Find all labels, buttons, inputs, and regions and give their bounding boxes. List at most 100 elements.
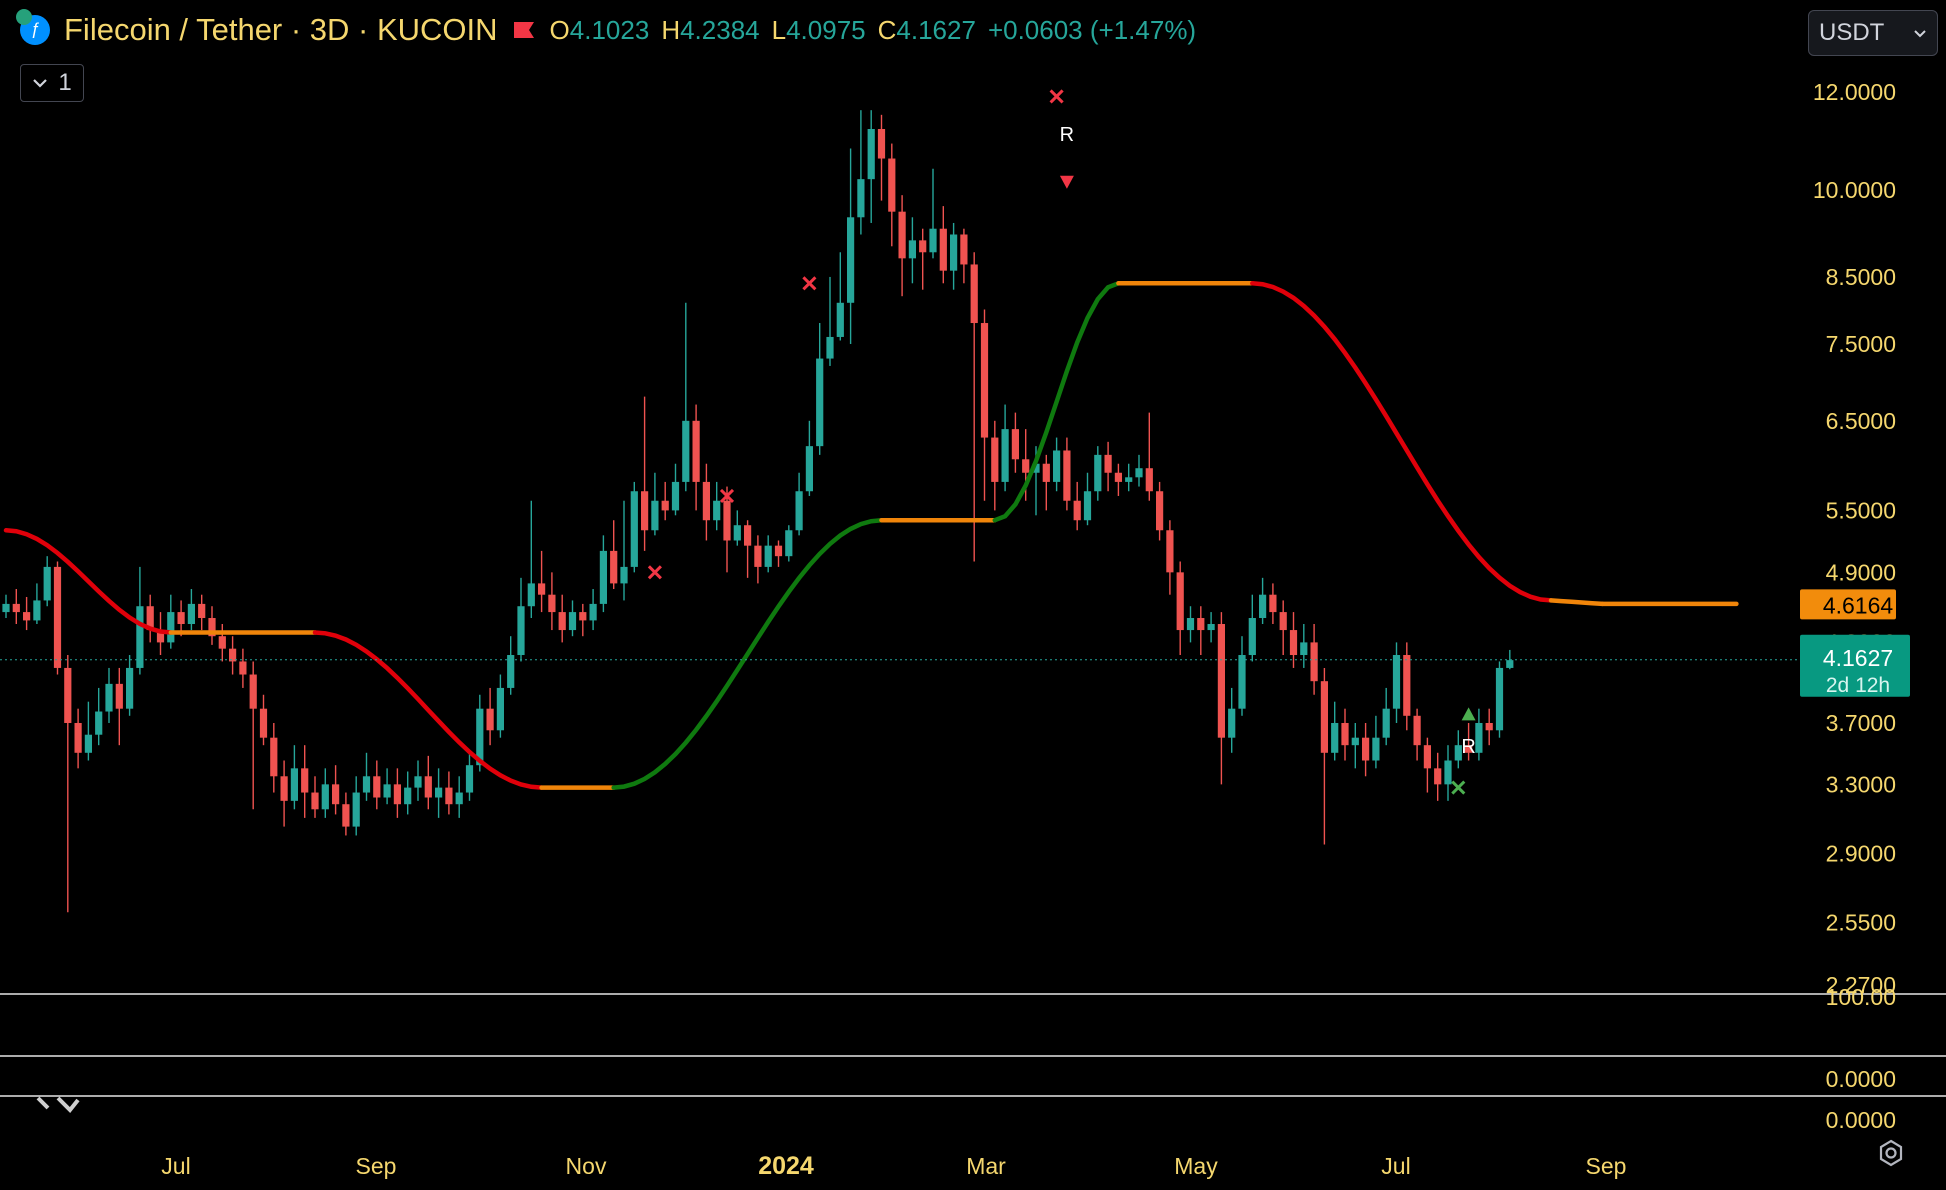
candle	[826, 276, 834, 366]
candle-body	[187, 603, 195, 625]
candle-body	[929, 228, 937, 253]
candle	[610, 520, 618, 590]
candle-body	[1434, 768, 1442, 785]
symbol-title[interactable]: Filecoin / Tether · 3D · KUCOIN	[64, 12, 498, 47]
time-tick-label: Sep	[1586, 1153, 1627, 1179]
chevron-down-icon	[1914, 29, 1926, 37]
filecoin-logo-icon: ƒ	[16, 9, 50, 45]
candle-body	[1228, 708, 1236, 738]
cross-mark	[802, 276, 817, 291]
candle-body	[95, 711, 103, 735]
candle	[53, 561, 62, 675]
candle-body	[671, 481, 680, 511]
candle-body	[1022, 459, 1030, 473]
candle-body	[156, 630, 165, 643]
candle-body	[208, 618, 216, 637]
trend-line-segment	[992, 281, 1121, 523]
price-tick-label: 3.3000	[1826, 771, 1896, 797]
candle-body	[620, 566, 628, 584]
candle-body	[1444, 760, 1452, 785]
candle-body	[651, 500, 659, 531]
cross-marker	[1451, 780, 1466, 795]
candle-body	[259, 708, 268, 738]
candle	[1156, 481, 1164, 541]
indicators-collapse-button[interactable]: 1	[20, 64, 84, 102]
candle	[1392, 642, 1401, 723]
candle-body	[414, 776, 422, 788]
candle	[723, 486, 731, 573]
candle	[939, 206, 947, 284]
candle	[1475, 708, 1483, 761]
candle-body	[816, 358, 824, 447]
candle	[1362, 722, 1370, 777]
candle-body	[888, 158, 896, 212]
candle	[1145, 412, 1153, 501]
candle-body	[249, 674, 257, 709]
candle-body	[218, 636, 226, 649]
candle	[404, 771, 412, 815]
candle	[888, 143, 896, 247]
time-tick-label: May	[1174, 1153, 1218, 1179]
candle	[496, 674, 504, 738]
candle	[692, 404, 700, 511]
cross-mark	[647, 565, 662, 580]
candle	[229, 636, 237, 675]
candle	[599, 535, 607, 613]
last-price-badge	[1800, 634, 1910, 697]
candle-body	[754, 545, 762, 567]
candle-body	[1053, 450, 1061, 482]
candle-body	[270, 737, 278, 777]
candle-body	[908, 240, 916, 259]
candle	[1053, 437, 1061, 492]
candle-body	[507, 655, 515, 688]
candle-body	[177, 612, 185, 625]
candle-body	[1011, 429, 1019, 460]
candle	[1331, 701, 1339, 761]
candle-body	[1382, 708, 1390, 738]
candle	[1382, 687, 1390, 746]
candle	[311, 776, 319, 818]
candle-body	[641, 491, 649, 531]
trend-line-segment	[611, 517, 884, 790]
price-tick-label: 2.5500	[1826, 910, 1896, 936]
candle	[342, 792, 350, 836]
chart-header: ƒ Filecoin / Tether · 3D · KUCOIN O4.102…	[16, 9, 1196, 48]
candle	[146, 594, 154, 643]
candle	[1289, 612, 1298, 668]
cross-marker	[1049, 89, 1064, 104]
time-tick-label: Sep	[356, 1153, 397, 1179]
candle	[280, 760, 288, 827]
candle-body	[1104, 454, 1112, 473]
candle-body	[53, 566, 62, 668]
candle	[393, 768, 401, 818]
candle-body	[362, 776, 371, 793]
candle-body	[74, 722, 82, 753]
candle-body	[1341, 722, 1349, 746]
candle-body	[229, 648, 237, 662]
flag-icon[interactable]	[512, 21, 536, 39]
candle-body	[311, 792, 319, 810]
candle	[74, 708, 82, 769]
candle	[661, 481, 669, 521]
candle	[950, 222, 958, 290]
cross-marker	[719, 488, 735, 504]
trend-line-segment	[312, 630, 544, 790]
candle	[321, 768, 329, 818]
candle	[1465, 722, 1473, 761]
candle-body	[1506, 660, 1514, 668]
candle-body	[280, 776, 288, 801]
candle	[1413, 708, 1421, 761]
settings-gear-icon[interactable]	[1876, 1138, 1906, 1168]
candle-body	[723, 500, 731, 541]
candle	[1269, 583, 1277, 625]
price-tick-label: 12.0000	[1813, 79, 1896, 105]
candle-body	[960, 234, 968, 265]
candle	[1320, 667, 1328, 845]
candle	[1114, 463, 1122, 496]
currency-select[interactable]: USDT	[1808, 10, 1938, 56]
candle	[23, 596, 31, 631]
candle-body	[1351, 737, 1359, 746]
trend-line-layer	[3, 281, 1739, 790]
candle	[290, 745, 298, 810]
